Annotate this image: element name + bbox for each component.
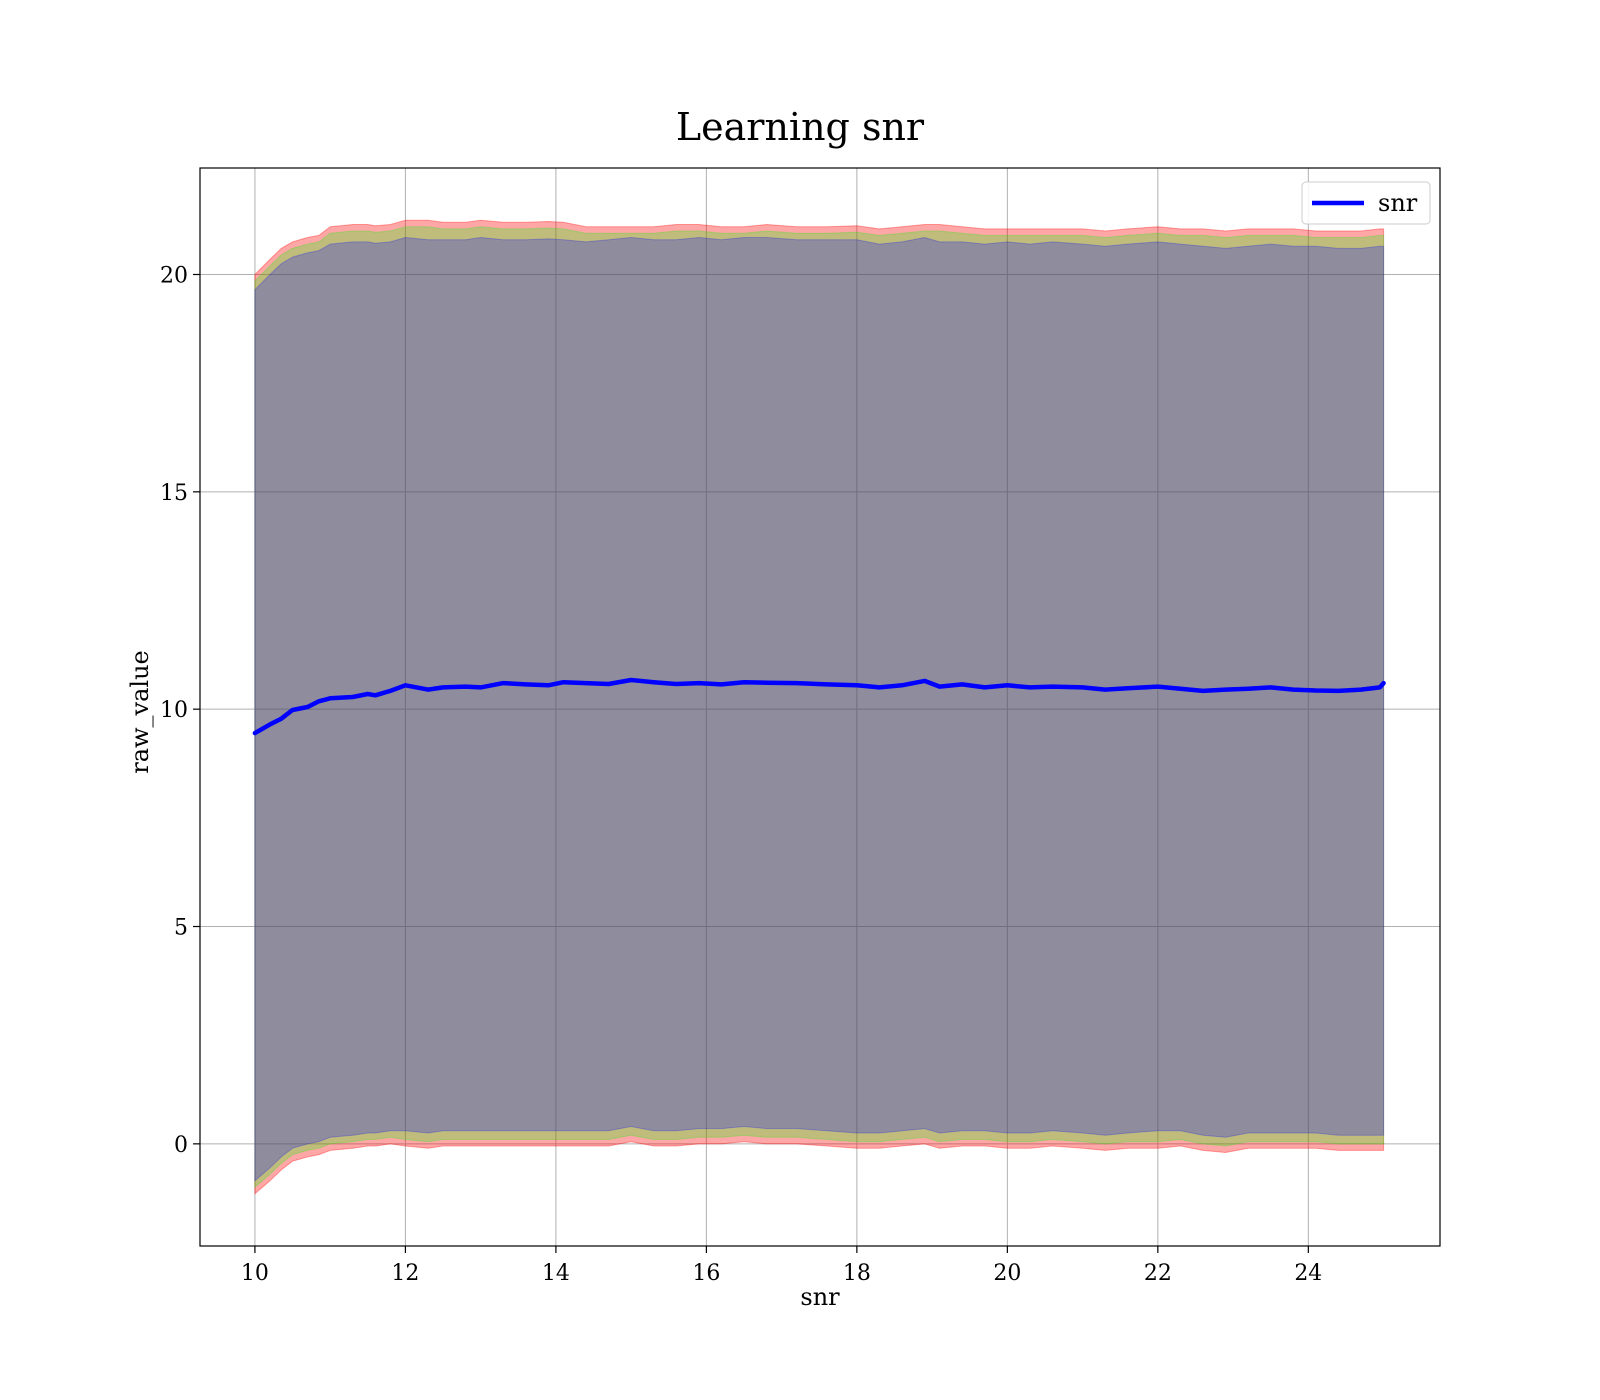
bands [254,219,1385,1195]
x-tick-label: 12 [391,1261,419,1286]
y-tick-label: 10 [160,698,188,723]
plot-frame [199,167,1441,1247]
y-tick-label: 0 [174,1133,188,1158]
confidence-band-1 [254,226,1385,1189]
legend: snr [1301,181,1431,225]
series-line-snr [252,677,1386,736]
grid [200,168,1440,1246]
y-tick-label: 15 [160,481,188,506]
y-tick-label: 5 [174,916,188,941]
x-tick-label: 22 [1144,1261,1172,1286]
x-tick-label: 10 [241,1261,269,1286]
confidence-band-2 [254,236,1385,1182]
legend-box [1301,181,1431,225]
series-lines [252,677,1386,736]
x-tick-label: 16 [692,1261,720,1286]
x-axis-label: snr [800,1283,840,1311]
confidence-band-0 [254,219,1385,1195]
x-tick-label: 14 [542,1261,570,1286]
x-tick-label: 18 [843,1261,871,1286]
x-tick-label: 20 [993,1261,1021,1286]
ticks: 10 12 14 16 18 20 22 24 0 5 10 15 20 [160,263,1322,1286]
y-axis-label: raw_value [126,650,154,774]
x-tick-label: 24 [1294,1261,1322,1286]
y-tick-label: 20 [160,263,188,288]
chart-title: Learning snr [676,105,925,149]
legend-label-snr: snr [1378,189,1418,217]
